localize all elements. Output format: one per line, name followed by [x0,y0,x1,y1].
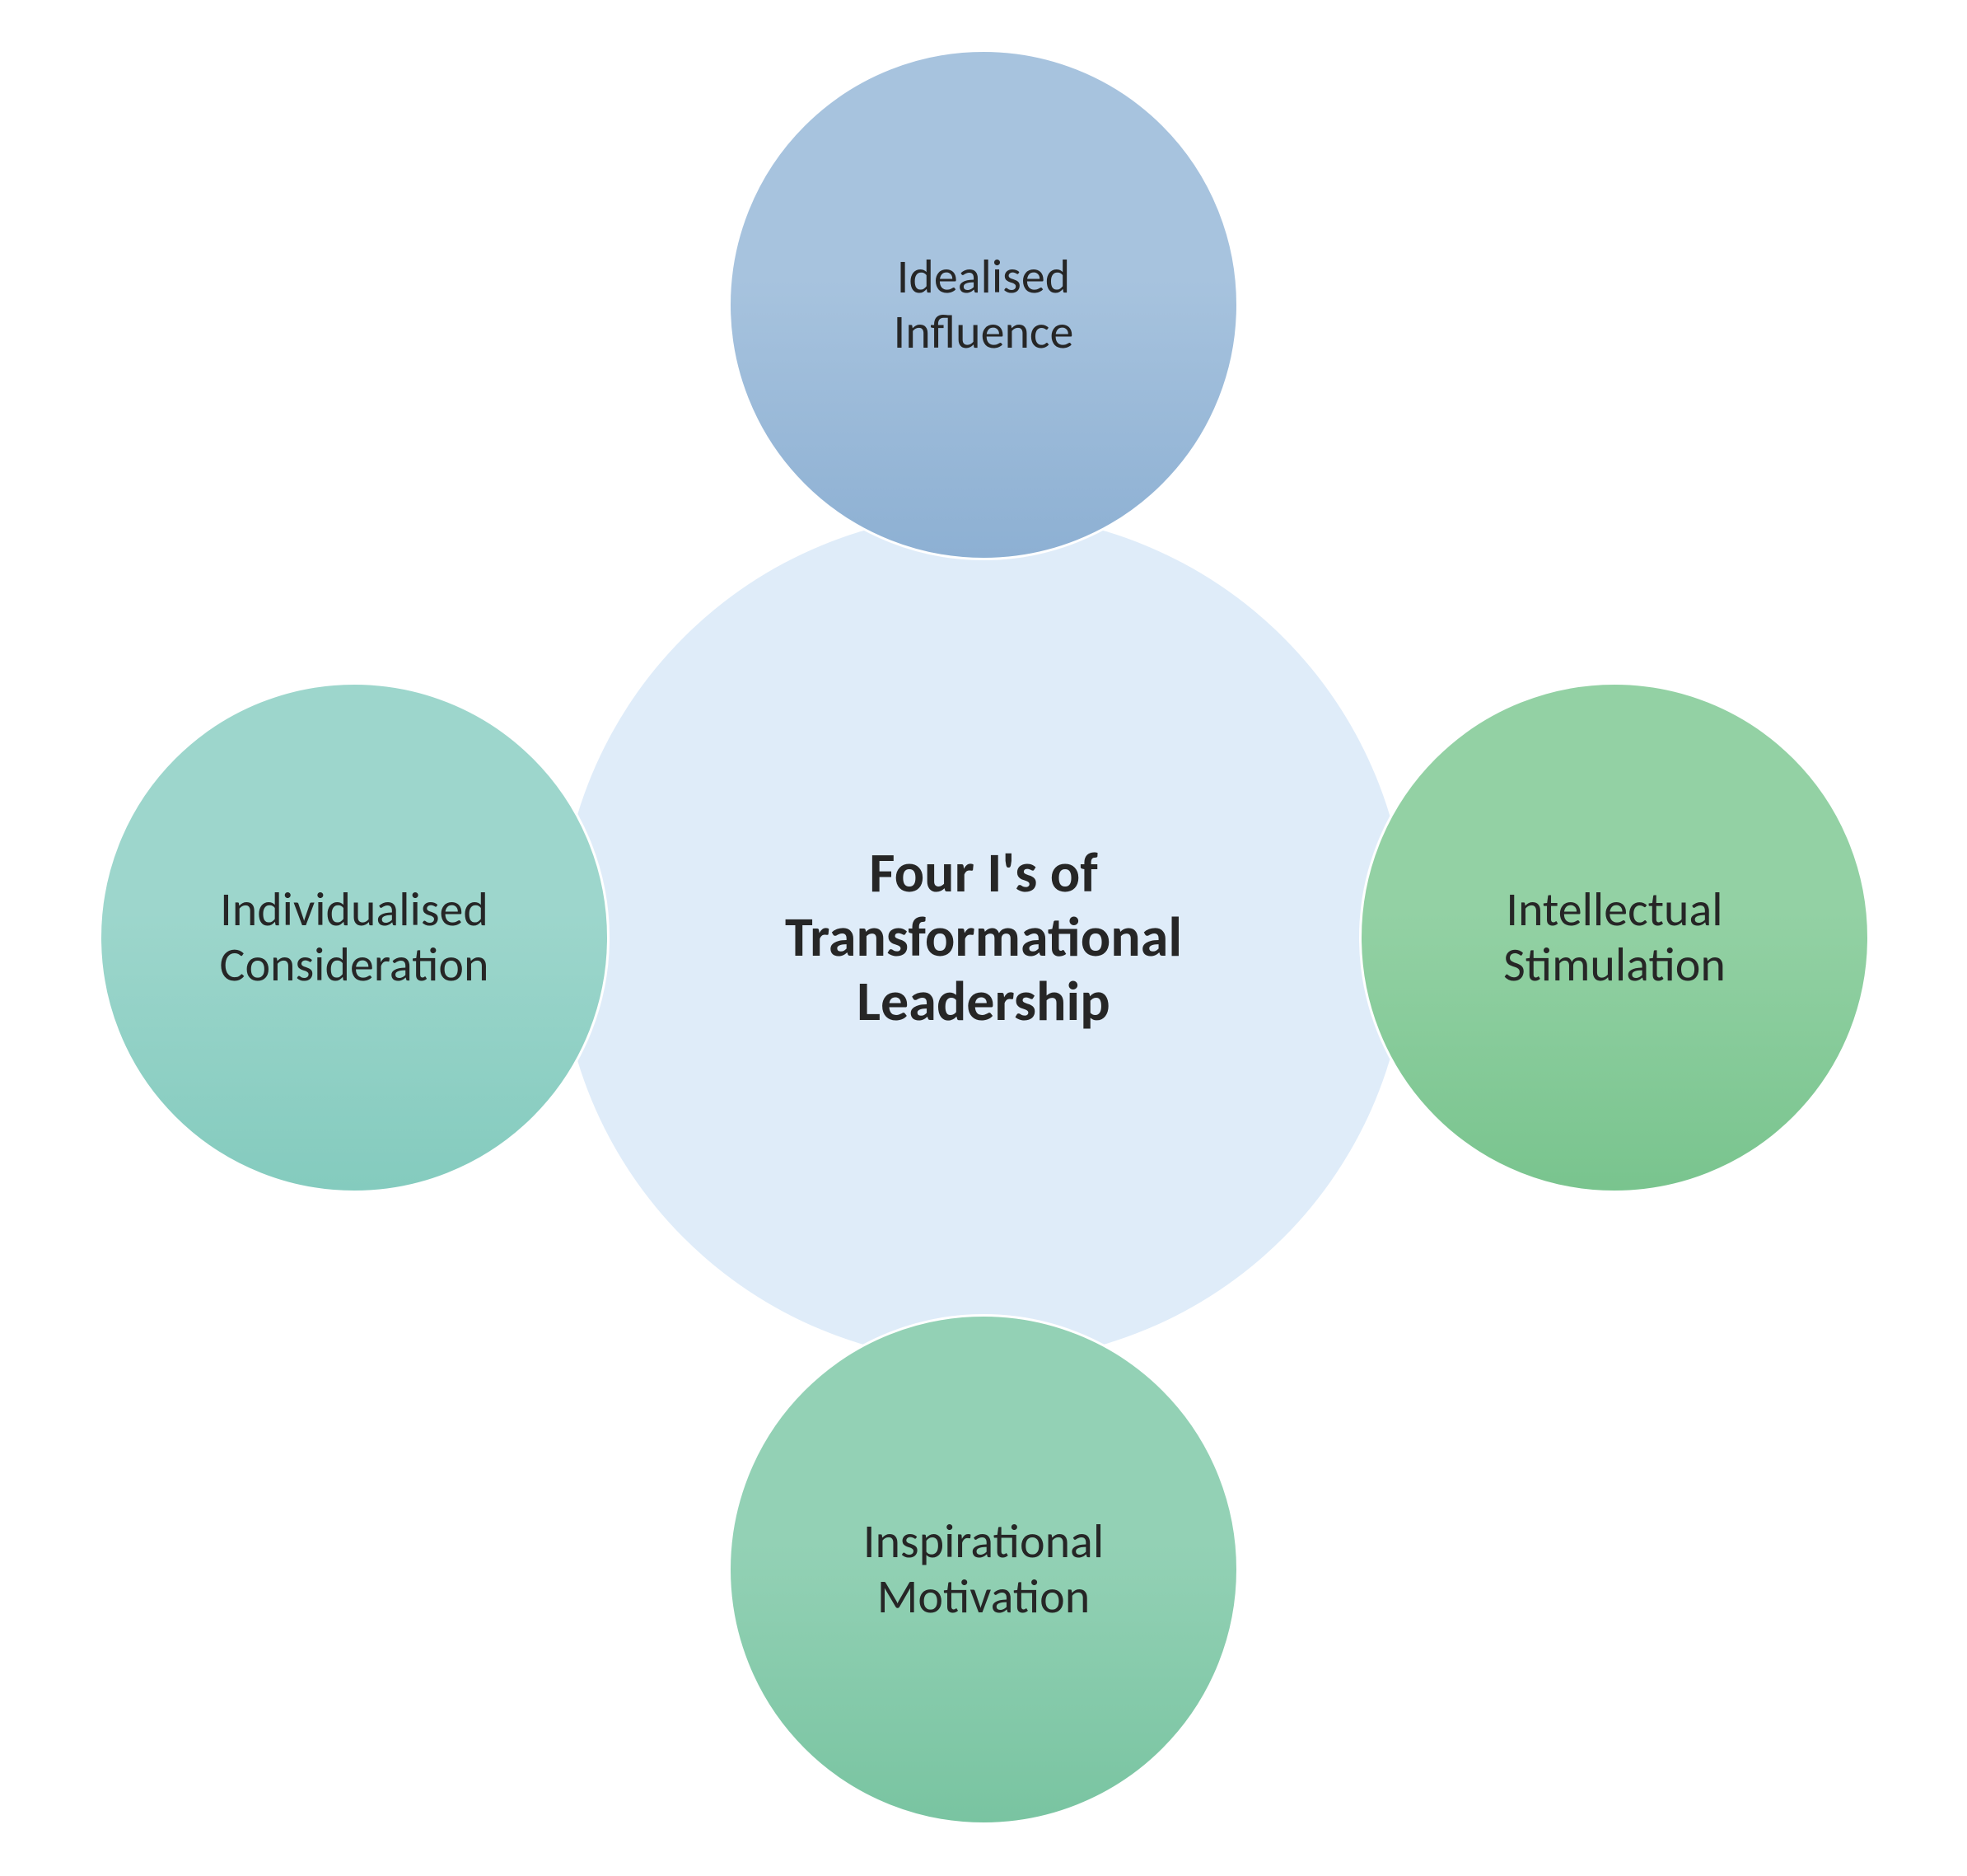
satellite-top: Idealised Influence [728,49,1239,560]
satellite-right: Intellectual Stimulation [1359,682,1870,1193]
satellite-left: Individualised Consideration [99,682,610,1193]
center-title: Four I's of Transformational Leadership [785,841,1182,1035]
center-circle: Four I's of Transformational Leadership [559,513,1408,1362]
diagram-stage: Four I's of Transformational Leadership … [0,0,1967,1876]
satellite-left-label: Individualised Consideration [220,882,489,992]
satellite-right-label: Intellectual Stimulation [1503,882,1726,992]
satellite-top-label: Idealised Influence [894,250,1074,359]
satellite-bottom-label: Inspirational Motivation [863,1514,1104,1624]
satellite-bottom: Inspirational Motivation [728,1314,1239,1825]
